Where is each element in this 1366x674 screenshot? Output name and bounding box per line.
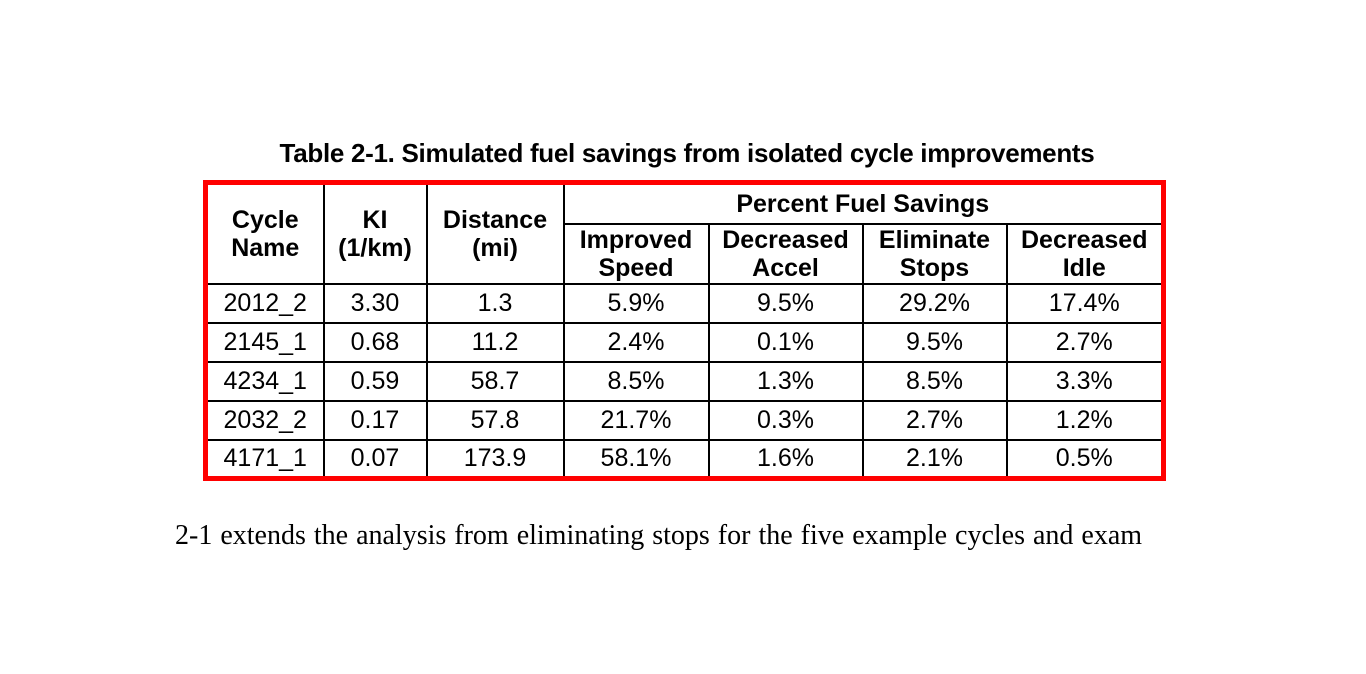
table-caption: Table 2-1. Simulated fuel savings from i… xyxy=(279,138,1095,168)
cell-improved-speed: 5.9% xyxy=(562,282,710,324)
cell-ki: 0.07 xyxy=(322,438,428,480)
cell-decreased-accel: 1.3% xyxy=(707,360,864,402)
cell-eliminate-stops: 9.5% xyxy=(861,321,1008,363)
cell-eliminate-stops: 2.7% xyxy=(861,399,1008,441)
cell-ki: 3.30 xyxy=(322,282,428,324)
table-row: 2145_1 0.68 11.2 2.4% 0.1% 9.5% 2.7% xyxy=(204,321,1165,363)
cell-cycle-name: 4234_1 xyxy=(204,360,325,402)
cell-distance: 173.9 xyxy=(425,438,565,480)
cell-distance: 1.3 xyxy=(425,282,565,324)
column-header-improved-speed: Improved Speed xyxy=(562,222,710,285)
cell-decreased-idle: 1.2% xyxy=(1005,399,1165,441)
cell-decreased-idle: 0.5% xyxy=(1005,438,1165,480)
body-text: 2-1 extends the analysis from eliminatin… xyxy=(175,520,1143,551)
column-header-eliminate-stops: Eliminate Stops xyxy=(861,222,1008,285)
column-header-distance: Distance (mi) xyxy=(425,181,565,285)
cell-cycle-name: 2032_2 xyxy=(204,399,325,441)
cell-distance: 58.7 xyxy=(425,360,565,402)
cell-distance: 57.8 xyxy=(425,399,565,441)
header-row-sub: Improved Speed Decreased Accel Eliminate… xyxy=(206,222,1165,285)
cell-decreased-accel: 1.6% xyxy=(707,438,864,480)
cell-cycle-name: 2012_2 xyxy=(204,282,325,324)
column-header-decreased-accel: Decreased Accel xyxy=(707,222,864,285)
column-header-cycle-name: Cycle Name xyxy=(204,181,325,285)
cell-ki: 0.59 xyxy=(322,360,428,402)
cell-decreased-accel: 0.1% xyxy=(707,321,864,363)
cell-eliminate-stops: 8.5% xyxy=(861,360,1008,402)
table-row: 2032_2 0.17 57.8 21.7% 0.3% 2.7% 1.2% xyxy=(204,399,1165,441)
column-header-ki: KI (1/km) xyxy=(322,181,428,285)
column-header-decreased-idle: Decreased Idle xyxy=(1005,222,1165,285)
cell-improved-speed: 2.4% xyxy=(562,321,710,363)
cell-distance: 11.2 xyxy=(425,321,565,363)
group-header-percent-fuel-savings: Percent Fuel Savings xyxy=(562,181,1165,225)
cell-decreased-accel: 9.5% xyxy=(707,282,864,324)
table-row: 4234_1 0.59 58.7 8.5% 1.3% 8.5% 3.3% xyxy=(204,360,1165,402)
table-row: 2012_2 3.30 1.3 5.9% 9.5% 29.2% 17.4% xyxy=(204,282,1165,324)
fuel-savings-table: Cycle Name KI (1/km) Distance (mi) Perce… xyxy=(203,180,1166,481)
cell-eliminate-stops: 29.2% xyxy=(861,282,1008,324)
cell-decreased-accel: 0.3% xyxy=(707,399,864,441)
table-row: 4171_1 0.07 173.9 58.1% 1.6% 2.1% 0.5% xyxy=(204,438,1165,480)
cell-improved-speed: 58.1% xyxy=(562,438,710,480)
cell-decreased-idle: 2.7% xyxy=(1005,321,1165,363)
cell-improved-speed: 21.7% xyxy=(562,399,710,441)
cell-improved-speed: 8.5% xyxy=(562,360,710,402)
cell-cycle-name: 2145_1 xyxy=(204,321,325,363)
header-row-top: Cycle Name KI (1/km) Distance (mi) Perce… xyxy=(204,181,1165,285)
cell-ki: 0.68 xyxy=(322,321,428,363)
cell-cycle-name: 4171_1 xyxy=(204,438,325,480)
cell-decreased-idle: 3.3% xyxy=(1005,360,1165,402)
cell-decreased-idle: 17.4% xyxy=(1005,282,1165,324)
cell-eliminate-stops: 2.1% xyxy=(861,438,1008,480)
cell-ki: 0.17 xyxy=(322,399,428,441)
